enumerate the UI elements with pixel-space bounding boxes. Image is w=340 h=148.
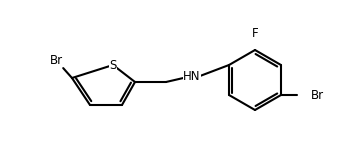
Text: Br: Br: [311, 89, 324, 102]
Text: S: S: [109, 58, 117, 71]
Text: Br: Br: [49, 53, 63, 66]
Text: F: F: [252, 27, 258, 40]
Text: HN: HN: [183, 70, 201, 82]
